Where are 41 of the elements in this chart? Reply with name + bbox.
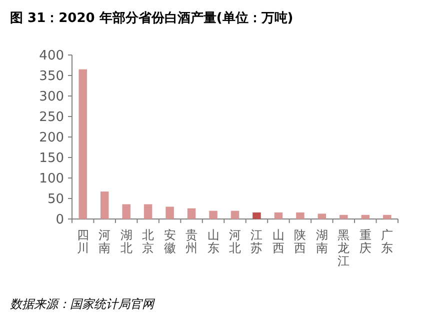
bar [383,214,392,219]
bar [166,206,174,219]
x-tick-label: 山东 [207,228,220,255]
x-tick-label: 河北 [229,228,241,255]
y-tick-label: 100 [39,172,64,186]
x-tick-label: 四川 [76,228,89,255]
x-tick-label: 江苏 [250,228,263,255]
bar [100,192,109,219]
x-tick-label: 重庆 [359,228,372,255]
bar [122,204,130,219]
bar [274,212,283,219]
chart-title: 图 31：2020 年部分省份白酒产量(单位：万吨) [10,10,294,26]
y-tick-label: 200 [39,130,64,146]
y-tick-label: 300 [39,90,64,104]
x-tick-label: 广东 [381,228,394,255]
x-tick-label: 贵州 [186,228,198,255]
bar [252,212,261,219]
x-tick-label: 北京 [142,228,154,255]
x-tick-label: 陕西 [294,228,306,255]
y-tick-label: 350 [39,69,64,84]
bar [318,214,326,219]
x-tick-label: 河南 [98,228,111,255]
x-tick-label: 黑龙江 [338,228,350,268]
bar [340,214,348,219]
bar [361,214,370,219]
source-note: 数据来源：国家统计局官网 [10,297,156,311]
x-tick-label: 湖北 [120,228,132,255]
bar [296,212,304,219]
y-tick-label: 150 [39,151,64,166]
y-tick-label: 250 [39,110,64,125]
bar [144,204,152,219]
bar [230,210,240,219]
bar [187,208,196,219]
x-tick-label: 山西 [272,228,284,255]
y-tick-label: 0 [56,212,64,228]
y-tick-label: 50 [47,192,64,207]
bar [78,69,87,219]
y-tick-label: 400 [39,48,64,64]
bar [209,210,218,219]
x-tick-label: 湖南 [316,228,328,255]
x-tick-label: 安徽 [164,228,176,255]
